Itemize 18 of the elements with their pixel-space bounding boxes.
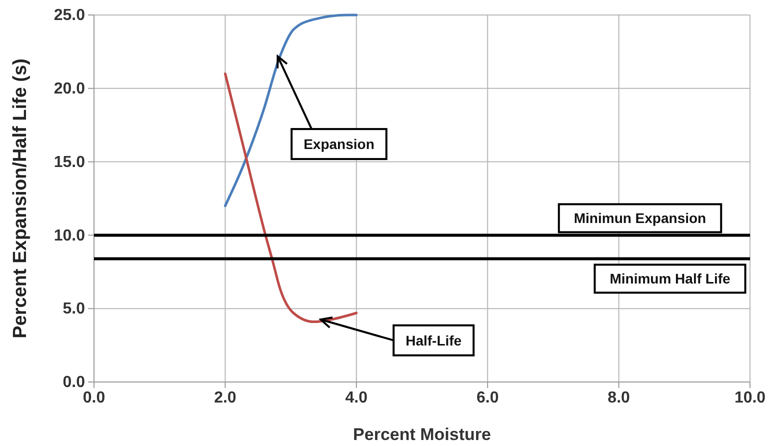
y-tick-label: 10.0 (54, 227, 86, 244)
y-tick-label: 0.0 (62, 374, 86, 392)
x-axis-title: Percent Moisture (353, 425, 491, 444)
ref-line-label: Minimum Half Life (610, 270, 730, 287)
annotation: Expansion (304, 136, 374, 152)
x-tick-label: 4.0 (345, 389, 368, 406)
y-tick-label: 15.0 (54, 154, 86, 171)
ref-line-label: Minimun Expansion (574, 210, 706, 226)
y-tick-label: 25.0 (54, 7, 86, 24)
annotation: Half-Life (406, 332, 462, 348)
y-tick-label: 5.0 (62, 300, 86, 318)
x-tick-label: 10.0 (734, 389, 766, 406)
y-tick-label: 20.0 (54, 80, 86, 98)
x-tick-label: 2.0 (214, 389, 236, 406)
x-tick-label: 6.0 (476, 389, 499, 406)
x-tick-label: 0.0 (82, 389, 106, 406)
x-tick-label: 8.0 (608, 389, 630, 406)
y-axis-title: Percent Expansion/Half Life (s) (10, 58, 31, 338)
